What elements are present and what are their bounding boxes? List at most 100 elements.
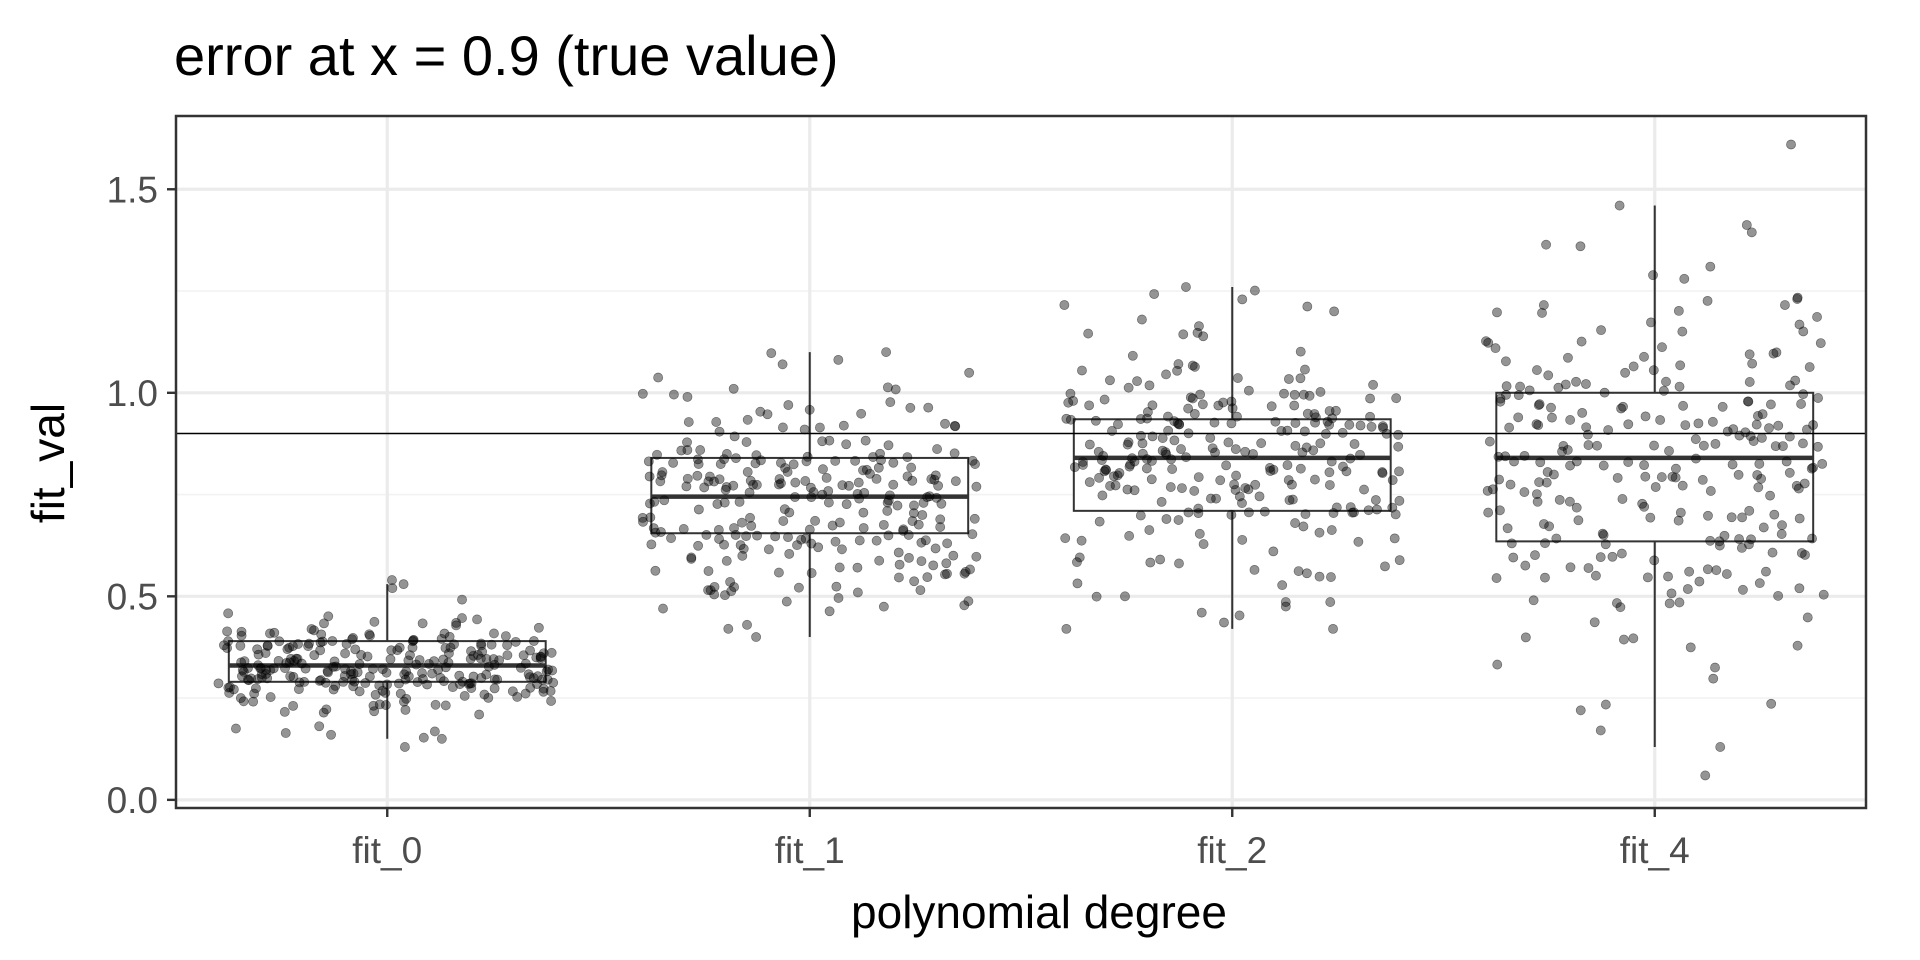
data-point bbox=[1815, 338, 1826, 349]
data-point bbox=[274, 636, 285, 647]
data-point bbox=[1639, 460, 1649, 471]
data-point bbox=[1083, 328, 1094, 339]
data-point bbox=[282, 644, 293, 655]
data-point bbox=[403, 671, 414, 682]
data-point bbox=[1094, 472, 1104, 483]
data-point bbox=[1124, 531, 1135, 541]
data-point bbox=[834, 517, 845, 528]
data-point bbox=[941, 558, 952, 569]
data-point bbox=[841, 499, 852, 510]
data-point bbox=[971, 481, 982, 492]
data-point bbox=[1161, 449, 1172, 460]
data-point bbox=[1310, 417, 1320, 428]
data-point bbox=[909, 500, 919, 511]
data-point bbox=[742, 414, 753, 425]
data-point bbox=[1554, 494, 1565, 505]
data-point bbox=[1276, 426, 1287, 436]
data-point bbox=[1194, 528, 1205, 539]
data-point bbox=[1671, 463, 1681, 474]
data-point bbox=[436, 733, 447, 744]
data-point bbox=[1515, 381, 1525, 392]
data-point bbox=[837, 544, 847, 555]
data-point bbox=[1337, 427, 1348, 438]
data-point bbox=[916, 537, 927, 548]
data-point bbox=[380, 687, 391, 698]
data-point bbox=[1063, 397, 1074, 408]
data-point bbox=[1784, 431, 1795, 442]
data-point bbox=[1645, 512, 1656, 523]
data-point bbox=[507, 686, 518, 697]
data-point bbox=[1328, 623, 1338, 634]
data-point bbox=[1565, 415, 1576, 425]
data-point bbox=[412, 677, 423, 687]
data-point bbox=[1530, 550, 1540, 561]
data-point bbox=[1366, 421, 1377, 432]
data-point bbox=[1618, 401, 1628, 412]
data-point bbox=[890, 384, 901, 395]
data-point bbox=[1649, 555, 1660, 566]
data-point bbox=[1813, 393, 1823, 403]
data-point bbox=[262, 641, 273, 651]
data-point bbox=[682, 437, 692, 448]
data-point bbox=[1600, 539, 1611, 550]
data-point bbox=[1349, 439, 1360, 449]
data-point bbox=[794, 582, 804, 593]
data-point bbox=[1183, 507, 1194, 518]
data-point bbox=[1223, 437, 1234, 448]
data-point bbox=[285, 671, 296, 682]
data-point bbox=[940, 418, 950, 429]
data-point bbox=[1125, 459, 1136, 470]
data-point bbox=[1205, 493, 1216, 504]
data-point bbox=[1543, 370, 1554, 381]
data-point bbox=[1541, 477, 1552, 488]
data-point bbox=[532, 679, 542, 689]
y-tick-label: 1.0 bbox=[107, 373, 158, 414]
data-point bbox=[693, 504, 704, 515]
data-point bbox=[656, 470, 667, 481]
data-point bbox=[1197, 399, 1208, 410]
data-point bbox=[1315, 438, 1326, 449]
data-point bbox=[1393, 429, 1404, 440]
data-point bbox=[288, 700, 299, 711]
data-point bbox=[1649, 440, 1659, 451]
data-point bbox=[738, 543, 749, 554]
data-point bbox=[280, 728, 291, 738]
data-point bbox=[1694, 576, 1705, 587]
data-point bbox=[385, 654, 396, 665]
data-point bbox=[783, 400, 794, 410]
data-point bbox=[1766, 399, 1776, 410]
data-point bbox=[294, 677, 305, 688]
data-point bbox=[1501, 381, 1512, 392]
data-point bbox=[676, 445, 687, 456]
data-point bbox=[824, 606, 835, 617]
data-point bbox=[1077, 365, 1087, 376]
points-fit_4 bbox=[1481, 139, 1829, 781]
data-point bbox=[1758, 522, 1769, 533]
data-point bbox=[1745, 431, 1756, 441]
data-point bbox=[964, 367, 975, 378]
data-point bbox=[1099, 394, 1110, 405]
data-point bbox=[950, 476, 961, 487]
data-point bbox=[322, 666, 333, 677]
data-point bbox=[377, 664, 388, 675]
data-point bbox=[741, 437, 752, 447]
data-point bbox=[882, 382, 893, 393]
x-tick-label: fit_4 bbox=[1620, 830, 1690, 871]
data-point bbox=[948, 550, 959, 561]
data-point bbox=[1129, 485, 1140, 496]
data-point bbox=[1656, 472, 1667, 482]
data-point bbox=[1532, 365, 1542, 375]
data-point bbox=[799, 424, 810, 435]
data-point bbox=[1300, 364, 1310, 375]
data-point bbox=[755, 406, 766, 417]
data-point bbox=[1365, 393, 1375, 404]
data-point bbox=[748, 479, 758, 490]
data-point bbox=[922, 572, 933, 583]
data-point bbox=[774, 567, 784, 578]
data-point bbox=[1784, 467, 1795, 478]
data-point bbox=[1703, 510, 1713, 521]
data-point bbox=[474, 709, 485, 720]
data-point bbox=[1744, 505, 1755, 516]
data-point bbox=[1097, 490, 1108, 501]
